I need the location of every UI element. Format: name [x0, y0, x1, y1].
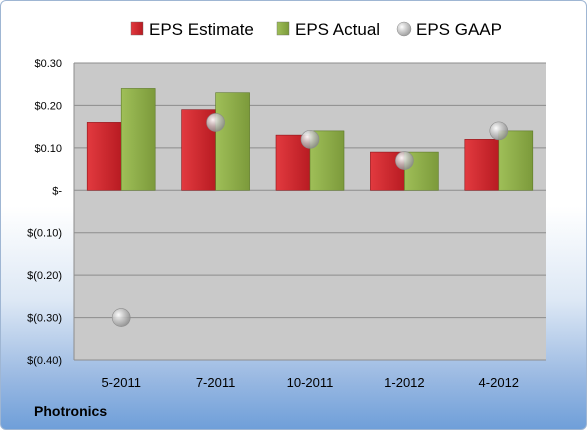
legend-label: EPS Actual	[295, 20, 380, 39]
x-tick-label: 10-2011	[287, 375, 334, 390]
x-tick-label: 1-2012	[384, 375, 424, 390]
y-tick-label: $0.30	[34, 58, 62, 70]
y-tick-label: $0.20	[34, 100, 62, 112]
y-tick-label: $0.10	[34, 143, 62, 155]
y-tick-label: $(0.30)	[27, 313, 62, 325]
legend-swatch	[396, 21, 412, 37]
x-axis: 5-2011 7-2011 10-2011 1-2012 4-2012	[101, 375, 519, 390]
legend-swatch	[276, 21, 290, 36]
y-tick-label: $-	[52, 185, 62, 197]
point-eps-gaap	[395, 151, 414, 170]
bar-eps-estimate	[464, 139, 500, 191]
legend-label: EPS Estimate	[149, 20, 254, 39]
point-eps-gaap	[300, 130, 320, 149]
point-eps-gaap	[489, 121, 509, 141]
company-name: Photronics	[34, 403, 108, 419]
bar-eps-actual	[404, 151, 439, 191]
x-tick-label: 7-2011	[196, 375, 236, 390]
point-eps-gaap	[111, 308, 131, 327]
y-tick-label: $(0.10)	[27, 228, 62, 240]
bar-eps-actual	[120, 88, 156, 191]
legend: EPS Estimate EPS Actual EPS GAAP	[130, 20, 502, 39]
gaap-points	[111, 113, 509, 327]
y-axis: $0.30 $0.20 $0.10 $- $(0.10) $(0.20) $(0.30) $(…	[27, 58, 75, 367]
legend-swatch	[130, 21, 144, 36]
point-eps-gaap	[206, 113, 225, 132]
y-tick-label: $(0.20)	[27, 270, 62, 282]
bar-eps-actual	[498, 130, 534, 191]
bar-eps-estimate	[86, 122, 122, 191]
y-tick-label: $(0.40)	[27, 355, 62, 367]
x-tick-label: 5-2011	[101, 375, 141, 390]
x-tick-label: 4-2012	[479, 375, 519, 390]
bar-eps-actual	[215, 92, 250, 191]
legend-label: EPS GAAP	[416, 20, 502, 39]
